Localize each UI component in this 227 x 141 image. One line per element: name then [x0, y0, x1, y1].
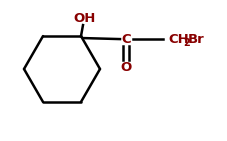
- Text: CH: CH: [168, 33, 189, 46]
- Text: C: C: [121, 33, 131, 46]
- Text: O: O: [120, 61, 132, 74]
- Text: Br: Br: [188, 33, 205, 46]
- Text: OH: OH: [74, 12, 96, 25]
- Text: 2: 2: [183, 38, 190, 48]
